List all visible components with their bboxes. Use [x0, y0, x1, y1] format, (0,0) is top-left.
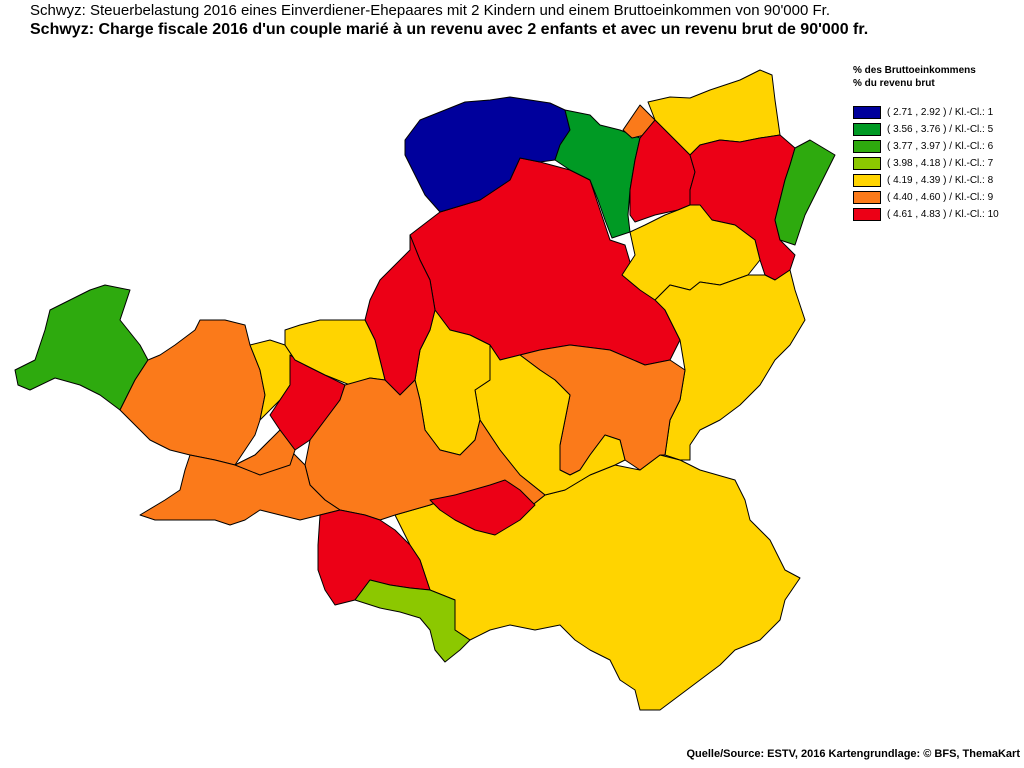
legend-swatch	[853, 174, 881, 187]
municipality-region	[774, 139, 836, 246]
map-title-german: Schwyz: Steuerbelastung 2016 eines Einve…	[30, 2, 830, 19]
legend-label: ( 3.98 , 4.18 ) / Kl.-Cl.: 7	[887, 158, 994, 169]
municipality-region	[404, 96, 571, 213]
municipality-region	[14, 284, 149, 411]
legend-label: ( 4.40 , 4.60 ) / Kl.-Cl.: 9	[887, 192, 994, 203]
legend-swatch	[853, 106, 881, 119]
legend-item: ( 4.40 , 4.60 ) / Kl.-Cl.: 9	[853, 189, 1021, 206]
legend-heading-german: % des Bruttoeinkommens	[853, 65, 976, 76]
legend-swatch	[853, 208, 881, 221]
legend-item: ( 3.77 , 3.97 ) / Kl.-Cl.: 6	[853, 138, 1021, 155]
map-title-french: Schwyz: Charge fiscale 2016 d'un couple …	[30, 21, 869, 38]
municipality-region	[234, 429, 296, 476]
legend-swatch	[853, 157, 881, 170]
legend-swatch	[853, 123, 881, 136]
legend-heading-french: % du revenu brut	[853, 78, 935, 89]
legend-items: ( 2.71 , 2.92 ) / Kl.-Cl.: 1 ( 3.56 , 3.…	[853, 104, 1021, 223]
legend-swatch	[853, 191, 881, 204]
legend-item: ( 4.19 , 4.39 ) / Kl.-Cl.: 8	[853, 172, 1021, 189]
municipality-region	[554, 109, 641, 239]
municipality-region	[429, 479, 536, 536]
legend-label: ( 4.19 , 4.39 ) / Kl.-Cl.: 8	[887, 175, 994, 186]
municipality-region	[354, 579, 471, 663]
legend-label: ( 4.61 , 4.83 ) / Kl.-Cl.: 10	[887, 209, 999, 220]
legend: % des Bruttoeinkommens % du revenu brut …	[853, 64, 1021, 223]
source-credit: Quelle/Source: ESTV, 2016 Kartengrundlag…	[686, 748, 1020, 760]
legend-label: ( 2.71 , 2.92 ) / Kl.-Cl.: 1	[887, 107, 994, 118]
legend-item: ( 2.71 , 2.92 ) / Kl.-Cl.: 1	[853, 104, 1021, 121]
legend-label: ( 3.56 , 3.76 ) / Kl.-Cl.: 5	[887, 124, 994, 135]
legend-item: ( 4.61 , 4.83 ) / Kl.-Cl.: 10	[853, 206, 1021, 223]
legend-item: ( 3.56 , 3.76 ) / Kl.-Cl.: 5	[853, 121, 1021, 138]
legend-item: ( 3.98 , 4.18 ) / Kl.-Cl.: 7	[853, 155, 1021, 172]
legend-label: ( 3.77 , 3.97 ) / Kl.-Cl.: 6	[887, 141, 994, 152]
legend-swatch	[853, 140, 881, 153]
municipality-region	[119, 319, 266, 466]
municipality-region	[621, 204, 761, 301]
